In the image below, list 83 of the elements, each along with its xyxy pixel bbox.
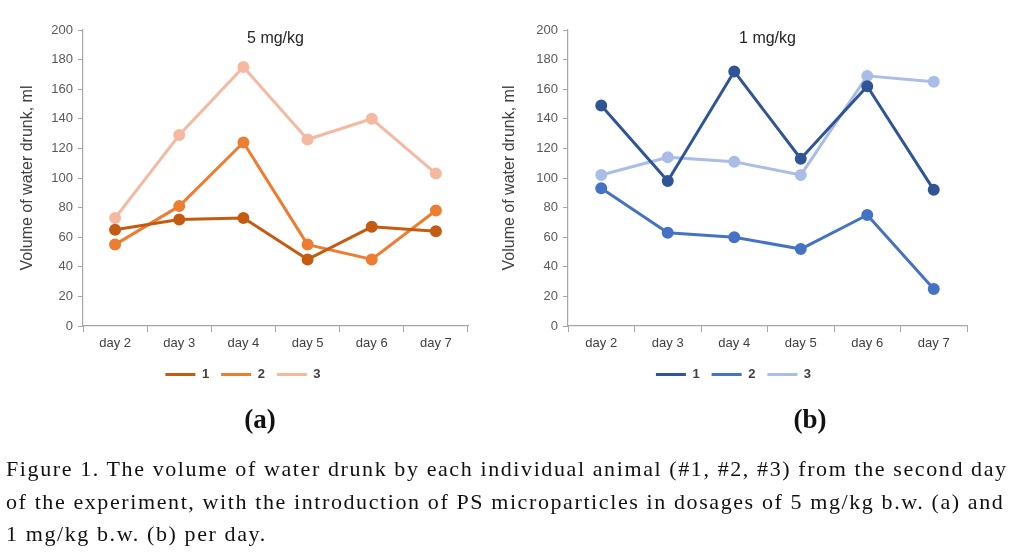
point bbox=[429, 204, 442, 217]
x-tick-label: day 6 bbox=[851, 335, 884, 351]
x-tick-label: day 2 bbox=[585, 335, 618, 351]
point bbox=[365, 220, 378, 233]
x-tick-label: day 3 bbox=[651, 335, 684, 351]
point bbox=[109, 211, 122, 224]
y-tick-label: 20 bbox=[58, 287, 73, 303]
legend-label: 3 bbox=[803, 366, 812, 382]
point bbox=[927, 75, 940, 88]
point bbox=[728, 231, 741, 244]
y-tick-label: 140 bbox=[51, 110, 73, 126]
point bbox=[728, 65, 741, 78]
y-tick-label: 200 bbox=[536, 21, 558, 37]
y-axis-title: Volume of water drunk, ml bbox=[18, 85, 36, 271]
point bbox=[861, 69, 874, 82]
y-tick-label: 180 bbox=[51, 51, 73, 67]
point bbox=[595, 182, 608, 195]
y-tick-label: 120 bbox=[536, 139, 558, 155]
point bbox=[237, 61, 250, 73]
legend-label: 1 bbox=[201, 366, 210, 382]
point bbox=[237, 211, 250, 224]
y-tick-label: 40 bbox=[543, 258, 558, 274]
legend-label: 3 bbox=[313, 366, 321, 382]
point bbox=[861, 80, 874, 93]
y-tick-label: 60 bbox=[543, 228, 558, 244]
x-tick-label: day 6 bbox=[355, 335, 388, 351]
x-tick-label: day 5 bbox=[291, 335, 324, 351]
point bbox=[661, 151, 674, 164]
x-tick-label: day 7 bbox=[420, 335, 452, 351]
point bbox=[173, 200, 186, 213]
point bbox=[301, 238, 314, 251]
legend-label: 2 bbox=[748, 366, 756, 382]
y-tick-label: 100 bbox=[536, 169, 558, 185]
y-tick-label: 160 bbox=[536, 80, 558, 96]
point bbox=[794, 152, 807, 165]
y-tick-label: 0 bbox=[65, 317, 73, 333]
y-tick-label: 160 bbox=[51, 80, 73, 96]
chart-title: 5 mg/kg bbox=[247, 29, 304, 47]
point bbox=[429, 167, 442, 180]
point bbox=[301, 253, 314, 266]
y-tick-label: 20 bbox=[543, 287, 558, 303]
x-tick-label: day 4 bbox=[718, 335, 751, 351]
point bbox=[173, 129, 186, 142]
caption: Figure 1. The volume of water drunk by each individual animal (#1, #2, #3) from the second day of the experiment, with the introduction of PS microparticles in dosages of 5 mg/kg b.w. (a) and 1 mg/kg b.w. (b) per day. bbox=[6, 455, 1009, 548]
legend-label: 1 bbox=[692, 366, 700, 382]
y-tick-label: 180 bbox=[536, 51, 558, 67]
y-tick-label: 0 bbox=[550, 317, 558, 333]
y-tick-label: 100 bbox=[51, 169, 73, 185]
legend-label: 2 bbox=[257, 366, 265, 382]
y-tick-label: 40 bbox=[58, 258, 73, 274]
y-tick-label: 80 bbox=[58, 199, 73, 215]
text: (a) bbox=[244, 404, 276, 435]
x-tick-label: day 5 bbox=[784, 335, 817, 351]
point bbox=[109, 223, 122, 236]
x-tick-label: day 3 bbox=[163, 335, 196, 351]
point bbox=[794, 169, 807, 182]
text: (b) bbox=[793, 404, 827, 435]
x-tick-label: day 7 bbox=[917, 335, 950, 351]
x-tick-label: day 2 bbox=[99, 335, 131, 351]
y-axis-title: Volume of water drunk, ml bbox=[500, 85, 518, 271]
y-tick-label: 120 bbox=[51, 139, 73, 155]
point bbox=[109, 238, 122, 251]
point bbox=[237, 136, 250, 149]
point bbox=[794, 243, 807, 256]
chart-title: 1 mg/kg bbox=[739, 29, 796, 47]
point bbox=[661, 174, 674, 187]
point bbox=[927, 183, 940, 196]
point bbox=[301, 133, 314, 146]
point bbox=[661, 226, 674, 239]
point bbox=[365, 112, 378, 125]
y-tick-label: 80 bbox=[543, 199, 558, 215]
point bbox=[595, 169, 608, 182]
y-tick-label: 140 bbox=[536, 110, 558, 126]
point bbox=[927, 283, 940, 295]
point bbox=[365, 253, 378, 266]
point bbox=[728, 155, 741, 168]
point bbox=[861, 209, 874, 221]
x-tick-label: day 4 bbox=[227, 335, 260, 351]
y-tick-label: 60 bbox=[58, 228, 73, 244]
point bbox=[429, 225, 442, 238]
point bbox=[595, 99, 608, 112]
y-tick-label: 200 bbox=[51, 21, 73, 37]
point bbox=[173, 213, 186, 226]
